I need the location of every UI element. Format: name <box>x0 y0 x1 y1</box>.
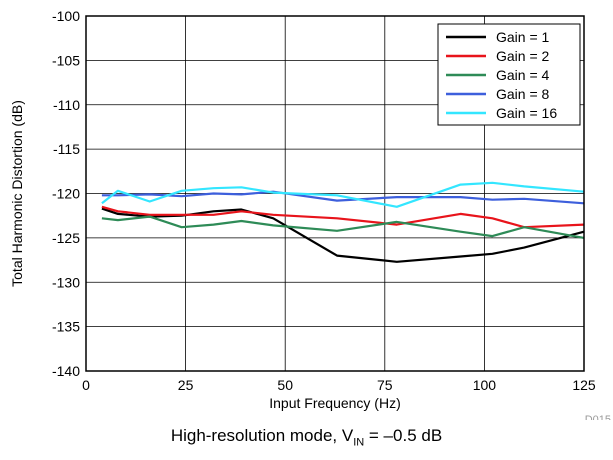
legend: Gain = 1 Gain = 2 Gain = 4 Gain = 8 Gain = 1… <box>437 23 581 126</box>
y-tick-label: -125 <box>52 230 80 246</box>
y-tick-label: -105 <box>52 52 80 68</box>
legend-entry: Gain = 8 <box>496 86 550 102</box>
series-line-gain-1 <box>101 207 585 263</box>
y-tick-label: -130 <box>52 274 80 290</box>
y-tick-label: -110 <box>53 97 80 113</box>
y-axis-label: Total Harmonic Distortion (dB) <box>9 100 25 287</box>
legend-entry: Gain = 2 <box>496 48 550 64</box>
x-tick-label: 25 <box>178 377 194 393</box>
data-series <box>101 181 585 263</box>
thd-vs-frequency-chart: -140 -135 -130 -125 -120 -115 -110 -105 -100 0 25… <box>9 8 611 420</box>
series-line-gain-2 <box>101 205 585 229</box>
y-tick-label: -120 <box>52 186 80 202</box>
x-axis-label: Input Frequency (Hz) <box>269 395 401 411</box>
caption-prefix: High-resolution mode, V <box>170 426 354 445</box>
x-tick-label: 0 <box>82 377 90 393</box>
y-tick-label: -140 <box>52 363 80 379</box>
legend-entry: Gain = 4 <box>496 67 550 83</box>
y-tick-label: -135 <box>52 319 80 335</box>
y-tick-labels: -140 -135 -130 -125 -120 -115 -110 -105 -100 <box>52 8 80 379</box>
x-tick-label: 100 <box>473 377 497 393</box>
y-tick-label: -115 <box>53 141 80 157</box>
y-tick-label: -100 <box>52 8 80 24</box>
x-tick-labels: 0 25 50 75 100 125 <box>82 377 596 393</box>
series-line-gain-5 <box>101 181 585 208</box>
x-tick-label: 125 <box>572 377 596 393</box>
caption-suffix: = –0.5 dB <box>364 426 443 445</box>
x-tick-label: 75 <box>377 377 393 393</box>
plot-frame <box>85 15 585 372</box>
legend-entry: Gain = 1 <box>496 29 550 45</box>
x-tick-label: 50 <box>277 377 293 393</box>
chart-caption: High-resolution mode, VIN = –0.5 dB <box>0 426 613 448</box>
legend-entry: Gain = 16 <box>496 105 557 121</box>
figure-id: D015 <box>585 414 611 420</box>
series-line-gain-3 <box>101 215 585 239</box>
caption-subscript: IN <box>353 436 365 449</box>
